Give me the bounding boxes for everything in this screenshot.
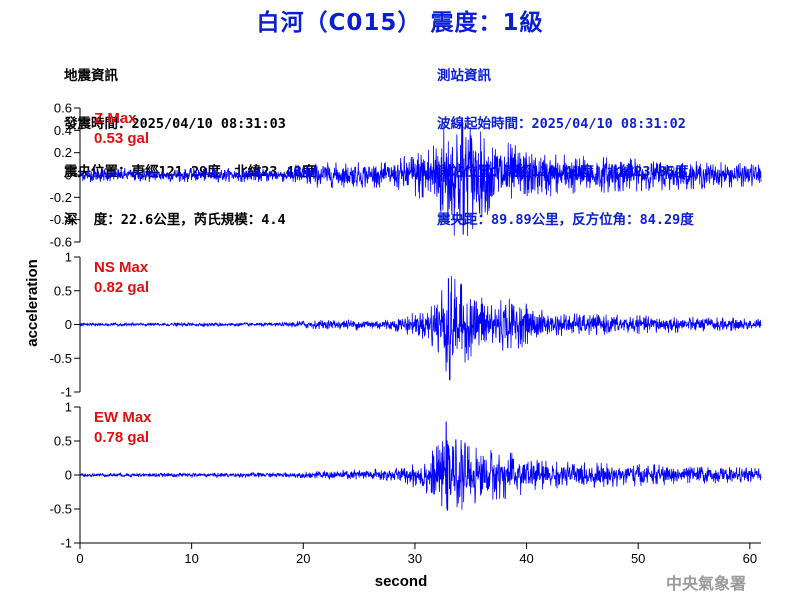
y-tick-label: -0.4 <box>50 212 72 227</box>
y-tick-label: -0.6 <box>50 235 72 250</box>
component-max-value: 0.78 gal <box>94 429 149 446</box>
y-tick-label: 0.5 <box>54 434 72 449</box>
y-axis-label: acceleration <box>24 259 41 347</box>
waveform-trace-ns <box>79 276 762 381</box>
depth-magnitude: 深 度：22.6公里，芮氏規模：4.4 <box>64 212 286 228</box>
y-tick-label: -0.2 <box>50 190 72 205</box>
y-tick-label: 0 <box>65 317 72 332</box>
station-info-heading: 測站資訊 <box>437 68 491 84</box>
waveform-trace-z <box>79 118 762 236</box>
origin-time: 發震時間：2025/04/10 08:31:03 <box>64 116 286 132</box>
wave-start-time: 波線起始時間：2025/04/10 08:31:02 <box>437 116 686 132</box>
y-tick-label: 0.4 <box>54 123 72 138</box>
y-tick-label: 0 <box>65 168 72 183</box>
component-max-label: NS Max <box>94 259 149 276</box>
x-axis-label: second <box>375 573 428 590</box>
y-tick-label: 0.2 <box>54 145 72 160</box>
y-tick-label: -1 <box>60 536 72 551</box>
y-tick-label: -1 <box>60 385 72 400</box>
component-max-value: 0.82 gal <box>94 279 149 296</box>
y-tick-label: 1 <box>65 250 72 265</box>
component-max-label: EW Max <box>94 409 152 426</box>
component-max-label: Z Max <box>94 110 137 127</box>
epicentral-distance-azimuth: 震央距：89.89公里，反方位角：84.29度 <box>437 212 694 228</box>
x-tick-label: 60 <box>743 551 757 566</box>
station-title: 白河（C015） 震度：1級 <box>256 10 544 36</box>
x-tick-label: 20 <box>296 551 310 566</box>
y-tick-label: 0 <box>65 468 72 483</box>
y-tick-label: 0.6 <box>54 101 72 116</box>
x-tick-label: 40 <box>519 551 533 566</box>
earthquake-info-heading: 地震資訊 <box>64 68 118 84</box>
x-tick-label: 0 <box>76 551 83 566</box>
y-tick-label: 0.5 <box>54 283 72 298</box>
y-tick-label: -0.5 <box>50 502 72 517</box>
y-tick-label: -0.5 <box>50 351 72 366</box>
x-tick-label: 50 <box>631 551 645 566</box>
component-max-value: 0.53 gal <box>94 130 149 147</box>
x-tick-label: 30 <box>408 551 422 566</box>
x-tick-label: 10 <box>184 551 198 566</box>
waveform-trace-ew <box>79 421 762 511</box>
earthquake-info-block: 地震資訊 發震時間：2025/04/10 08:31:03 震央位置：東經121… <box>64 36 315 244</box>
agency-watermark: 中央氣象署 <box>665 574 746 593</box>
y-tick-label: 1 <box>65 400 72 415</box>
